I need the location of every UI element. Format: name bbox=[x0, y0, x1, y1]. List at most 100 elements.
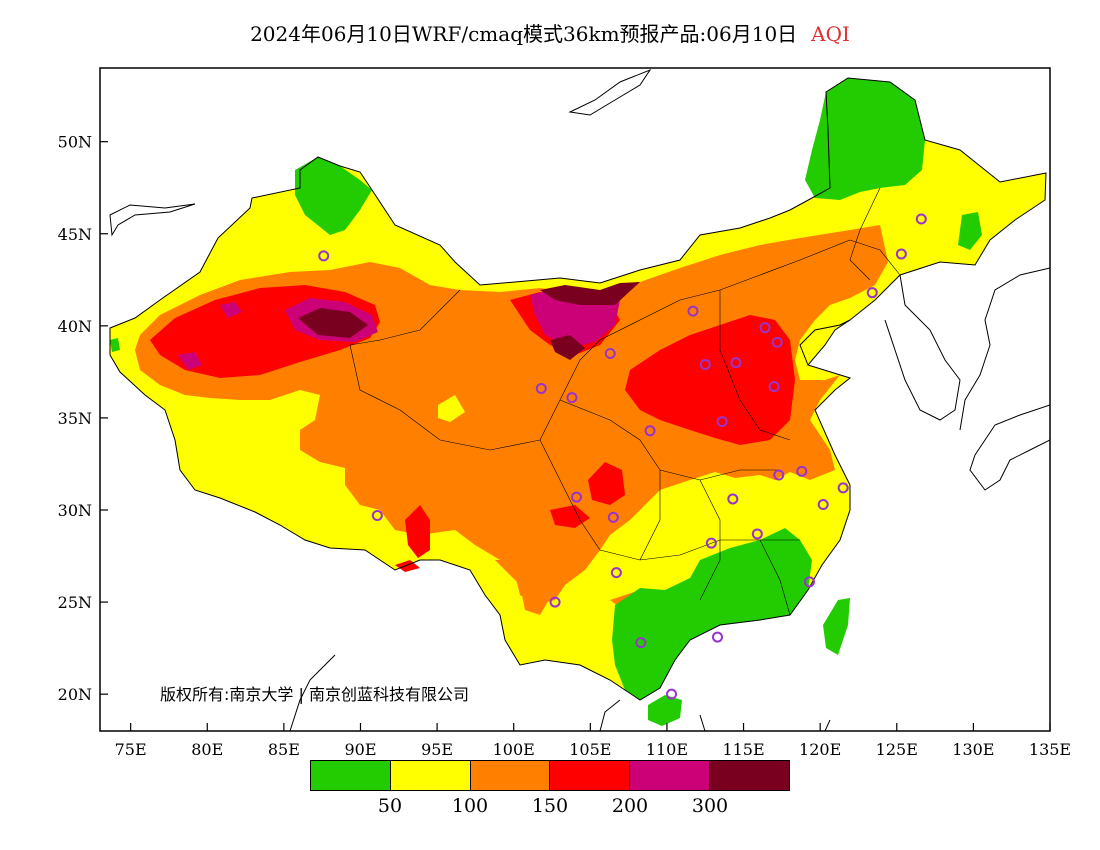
station-marker bbox=[566, 392, 578, 404]
japan-coast bbox=[959, 267, 1050, 491]
bohai-coast bbox=[799, 319, 851, 366]
station-marker bbox=[705, 537, 717, 549]
boundary-lines bbox=[109, 68, 1050, 731]
kazakhstan-lake bbox=[109, 203, 196, 237]
lon-label: 110E bbox=[646, 740, 688, 759]
legend-label: 150 bbox=[531, 795, 569, 817]
lon-label: 120E bbox=[799, 740, 841, 759]
legend-label: 100 bbox=[451, 795, 489, 817]
legend-labels: 50 100 150 200 300 bbox=[0, 795, 1100, 817]
station-marker bbox=[727, 493, 739, 505]
region-unhealthy-north-china bbox=[625, 315, 795, 445]
lon-label: 130E bbox=[952, 740, 994, 759]
map-title: 2024年06月10日WRF/cmaq模式36km预报产品:06月10日 AQI bbox=[0, 18, 1100, 47]
lat-label: 25N bbox=[58, 593, 92, 612]
station-markers bbox=[318, 213, 927, 700]
station-marker bbox=[768, 381, 780, 393]
lon-label: 95E bbox=[421, 740, 453, 759]
station-marker bbox=[759, 322, 771, 334]
station-marker bbox=[549, 596, 561, 608]
station-marker bbox=[607, 511, 619, 523]
legend-label: 50 bbox=[377, 795, 403, 817]
legend-swatch bbox=[550, 761, 631, 790]
region-good-northeast bbox=[805, 78, 925, 200]
region-hazardous-taklamakan bbox=[298, 308, 368, 338]
baikal-lake bbox=[568, 68, 652, 116]
station-marker bbox=[610, 567, 622, 579]
legend-label: 200 bbox=[611, 795, 649, 817]
region-good-hainan bbox=[648, 695, 682, 726]
province-lines bbox=[349, 187, 901, 616]
lon-label: 100E bbox=[493, 740, 535, 759]
lat-label: 50N bbox=[58, 133, 92, 152]
lon-label: 85E bbox=[268, 740, 300, 759]
title-text: 2024年06月10日WRF/cmaq模式36km预报产品:06月10日 bbox=[250, 22, 798, 46]
bay-of-bengal bbox=[289, 654, 336, 731]
longitude-axis: 75E 80E 85E 90E 95E 100E 105E 110E 115E 120E 125E 1… bbox=[115, 723, 1071, 759]
lat-label: 30N bbox=[58, 501, 92, 520]
copyright-notice: 版权所有:南京大学 | 南京创蓝科技有限公司 bbox=[160, 685, 469, 704]
lon-label: 125E bbox=[876, 740, 918, 759]
lon-label: 105E bbox=[569, 740, 611, 759]
lon-label: 90E bbox=[344, 740, 376, 759]
station-marker bbox=[915, 213, 927, 225]
station-marker bbox=[644, 425, 656, 437]
variable-label: AQI bbox=[811, 22, 850, 46]
korea-coast bbox=[884, 274, 961, 421]
aqi-legend bbox=[310, 760, 790, 791]
station-marker bbox=[895, 248, 907, 260]
lon-label: 75E bbox=[115, 740, 147, 759]
region-usg-sw bbox=[495, 560, 560, 615]
station-marker bbox=[318, 250, 330, 262]
lon-label: 80E bbox=[191, 740, 223, 759]
region-good-south bbox=[612, 528, 812, 700]
region-unhealthy-sw-patch bbox=[550, 505, 590, 528]
latitude-axis: 50N 45N 40N 35N 30N 25N 20N bbox=[58, 133, 108, 704]
region-good-taiwan bbox=[823, 598, 850, 655]
region-moderate-tibet-patch bbox=[355, 520, 378, 540]
station-marker bbox=[371, 510, 383, 522]
region-moderate-qinghai-patch bbox=[438, 395, 465, 422]
legend-label: 300 bbox=[691, 795, 729, 817]
map-frame bbox=[99, 67, 1051, 732]
station-marker bbox=[712, 631, 723, 643]
region-hazardous-alxa-south bbox=[550, 335, 585, 360]
station-marker bbox=[571, 491, 583, 503]
station-marker bbox=[604, 347, 616, 359]
station-marker bbox=[687, 305, 699, 317]
station-marker bbox=[666, 688, 678, 700]
lon-label: 115E bbox=[722, 740, 764, 759]
station-marker bbox=[635, 637, 647, 649]
lon-label: 135E bbox=[1029, 740, 1071, 759]
station-marker bbox=[535, 382, 547, 394]
legend-swatch bbox=[390, 761, 471, 790]
legend-swatch bbox=[710, 761, 789, 790]
station-marker bbox=[730, 357, 742, 369]
aqi-fields bbox=[109, 68, 1050, 731]
region-good-northwest bbox=[295, 157, 372, 235]
lat-label: 40N bbox=[58, 317, 92, 336]
station-marker bbox=[771, 336, 783, 348]
station-marker bbox=[773, 469, 785, 481]
station-marker bbox=[837, 482, 849, 494]
lat-label: 20N bbox=[58, 685, 92, 704]
region-unhealthy-tibet bbox=[405, 505, 430, 558]
station-marker bbox=[803, 576, 815, 588]
region-very-unhealthy-kashgar bbox=[178, 352, 202, 370]
station-marker bbox=[817, 498, 829, 510]
region-good-ne-patch bbox=[958, 212, 982, 250]
legend-swatch bbox=[470, 761, 551, 790]
region-very-unhealthy-west bbox=[220, 302, 242, 318]
region-good-far-west bbox=[110, 338, 120, 352]
legend-swatch bbox=[630, 761, 711, 790]
station-marker bbox=[699, 359, 711, 371]
legend-swatch bbox=[311, 761, 391, 790]
station-marker bbox=[751, 528, 763, 540]
lat-label: 45N bbox=[58, 225, 92, 244]
station-marker bbox=[796, 465, 808, 477]
station-marker bbox=[866, 287, 878, 299]
station-marker bbox=[716, 416, 728, 428]
region-unhealthy-sichuan bbox=[588, 462, 625, 505]
lat-label: 35N bbox=[58, 409, 92, 428]
